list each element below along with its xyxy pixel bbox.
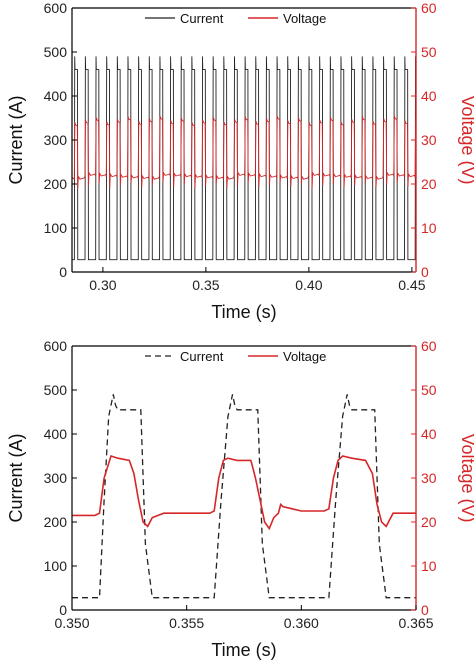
y-tick-label: 0	[59, 264, 67, 280]
y-right-axis-label: Voltage (V)	[458, 95, 474, 184]
y-tick-label: 500	[44, 382, 68, 398]
legend-label-current: Current	[180, 11, 224, 26]
y-right-tick-label: 10	[421, 220, 437, 236]
y-tick-label: 0	[59, 602, 67, 618]
x-tick-label: 0.40	[295, 277, 322, 293]
y-right-tick-label: 50	[421, 382, 437, 398]
series-line-voltage	[72, 454, 416, 531]
x-tick-label: 0.35	[192, 277, 219, 293]
y-tick-label: 400	[44, 88, 68, 104]
x-tick-label: 0.355	[169, 615, 204, 631]
y-axis-label: Current (A)	[6, 433, 26, 522]
y-tick-label: 100	[44, 558, 68, 574]
y-right-tick-label: 0	[421, 264, 429, 280]
y-right-tick-label: 30	[421, 132, 437, 148]
x-axis-label: Time (s)	[211, 302, 276, 322]
y-right-tick-label: 40	[421, 426, 437, 442]
y-tick-label: 600	[44, 338, 68, 354]
legend: Current Voltage	[140, 9, 336, 27]
series-line-current	[72, 56, 416, 261]
y-right-tick-label: 30	[421, 470, 437, 486]
y-right-tick-label: 20	[421, 514, 437, 530]
y-tick-label: 200	[44, 176, 68, 192]
legend-label-voltage: Voltage	[283, 349, 326, 364]
y-right-tick-label: 50	[421, 44, 437, 60]
series-line-current	[72, 394, 416, 599]
legend: Current Voltage	[140, 347, 336, 365]
legend-label-current: Current	[180, 349, 224, 364]
y-right-axis-label: Voltage (V)	[458, 433, 474, 522]
y-tick-label: 100	[44, 220, 68, 236]
y-axis-label: Current (A)	[6, 95, 26, 184]
legend-label-voltage: Voltage	[283, 11, 326, 26]
y-right-tick-label: 40	[421, 88, 437, 104]
series-line-voltage	[72, 115, 416, 189]
chart-panel-1: 0 100 200 300 400 500 600 0 10 20 30 40 50 60 0.30 0.35…	[6, 0, 474, 322]
y-right-tick-label: 0	[421, 602, 429, 618]
y-right-tick-label: 60	[421, 338, 437, 354]
y-tick-label: 300	[44, 470, 68, 486]
x-tick-label: 0.350	[54, 615, 89, 631]
x-axis-label: Time (s)	[211, 640, 276, 660]
chart-panel-2: 0 100 200 300 400 500 600 0 10 20 30 40 50 60 0.350 0.3…	[6, 338, 474, 660]
x-tick-label: 0.365	[398, 615, 433, 631]
y-right-tick-label: 10	[421, 558, 437, 574]
y-right-tick-label: 20	[421, 176, 437, 192]
x-tick-label: 0.360	[284, 615, 319, 631]
y-tick-label: 200	[44, 514, 68, 530]
x-tick-label: 0.45	[398, 277, 425, 293]
y-tick-label: 300	[44, 132, 68, 148]
x-tick-label: 0.30	[89, 277, 116, 293]
y-tick-label: 600	[44, 0, 68, 16]
y-right-tick-label: 60	[421, 0, 437, 16]
y-tick-label: 400	[44, 426, 68, 442]
y-tick-label: 500	[44, 44, 68, 60]
